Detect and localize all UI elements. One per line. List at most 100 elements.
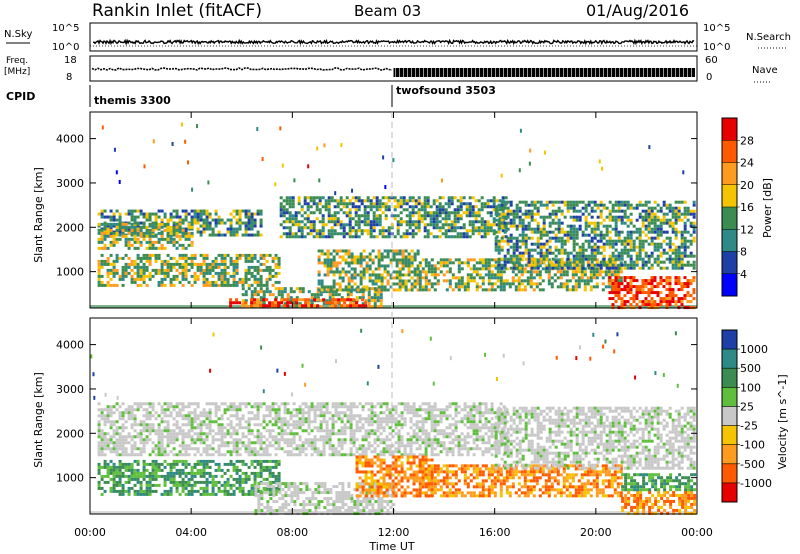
data-cell bbox=[199, 438, 203, 442]
data-cell bbox=[512, 209, 516, 213]
data-cell bbox=[656, 224, 660, 228]
data-cell bbox=[523, 285, 527, 289]
data-cell bbox=[133, 429, 137, 433]
data-cell bbox=[689, 221, 693, 225]
data-cell bbox=[647, 242, 651, 246]
data-cell bbox=[375, 208, 379, 212]
data-cell bbox=[590, 221, 594, 225]
data-cell bbox=[151, 234, 155, 238]
data-cell bbox=[689, 282, 693, 286]
data-cell bbox=[659, 251, 663, 255]
data-cell bbox=[665, 236, 669, 240]
data-cell bbox=[392, 255, 396, 259]
data-cell bbox=[172, 423, 176, 427]
data-cell bbox=[605, 263, 609, 267]
data-cell bbox=[298, 411, 302, 415]
data-cell bbox=[309, 223, 313, 227]
data-cell bbox=[345, 232, 349, 236]
data-cell bbox=[112, 435, 116, 439]
data-cell bbox=[384, 217, 388, 221]
data-cell bbox=[340, 453, 344, 457]
data-cell bbox=[677, 200, 681, 204]
data-cell bbox=[647, 230, 651, 234]
data-cell bbox=[208, 402, 212, 406]
data-cell bbox=[169, 256, 173, 260]
data-cell bbox=[405, 214, 409, 218]
data-cell bbox=[211, 259, 215, 263]
data-cell bbox=[181, 283, 185, 287]
colorbar-segment bbox=[722, 184, 737, 208]
data-cell bbox=[142, 225, 146, 229]
data-cell bbox=[590, 236, 594, 240]
data-cell bbox=[229, 453, 233, 457]
data-cell bbox=[121, 402, 125, 406]
data-cell bbox=[692, 279, 696, 283]
data-cell bbox=[268, 405, 272, 409]
data-cell bbox=[647, 218, 651, 222]
data-cell bbox=[421, 270, 425, 274]
data-cell bbox=[401, 267, 405, 271]
data-cell bbox=[151, 405, 155, 409]
data-cell bbox=[279, 223, 283, 227]
data-cell bbox=[569, 200, 573, 204]
colorbar-tick-label: 16 bbox=[740, 201, 754, 214]
data-cell bbox=[310, 441, 314, 445]
data-cell bbox=[551, 251, 555, 255]
data-cell bbox=[121, 231, 125, 235]
data-cell bbox=[554, 209, 558, 213]
data-cell bbox=[313, 441, 317, 445]
data-cell bbox=[501, 229, 505, 233]
data-cell bbox=[363, 208, 367, 212]
data-cell bbox=[352, 302, 356, 306]
data-cell bbox=[318, 199, 322, 203]
data-cell bbox=[323, 143, 326, 148]
data-cell bbox=[241, 233, 245, 237]
data-cell bbox=[130, 435, 134, 439]
data-cell bbox=[692, 212, 696, 216]
data-cell bbox=[617, 257, 621, 261]
data-cell bbox=[208, 432, 212, 436]
data-cell bbox=[112, 265, 116, 269]
data-cell bbox=[298, 417, 302, 421]
data-cell bbox=[244, 426, 248, 430]
data-cell bbox=[205, 447, 209, 451]
data-cell bbox=[169, 240, 173, 244]
data-cell bbox=[367, 429, 371, 433]
data-cell bbox=[322, 429, 326, 433]
data-cell bbox=[486, 211, 490, 215]
data-cell bbox=[244, 444, 248, 448]
data-cell bbox=[414, 223, 418, 227]
data-cell bbox=[686, 212, 690, 216]
data-cell bbox=[653, 276, 657, 280]
data-cell bbox=[596, 206, 600, 210]
data-cell bbox=[565, 288, 569, 292]
data-cell bbox=[629, 218, 633, 222]
data-cell bbox=[453, 235, 457, 239]
data-cell bbox=[638, 200, 642, 204]
data-cell bbox=[358, 426, 362, 430]
data-cell bbox=[118, 277, 122, 281]
data-cell bbox=[598, 270, 602, 274]
data-cell bbox=[370, 287, 374, 291]
data-cell bbox=[620, 242, 624, 246]
data-cell bbox=[562, 285, 566, 289]
data-cell bbox=[420, 214, 424, 218]
data-cell bbox=[304, 301, 308, 305]
data-cell bbox=[244, 301, 248, 305]
data-cell bbox=[322, 287, 326, 291]
data-cell bbox=[241, 304, 245, 308]
data-cell bbox=[680, 257, 684, 261]
data-cell bbox=[356, 285, 360, 289]
data-cell bbox=[271, 405, 275, 409]
data-cell bbox=[121, 268, 125, 272]
data-cell bbox=[671, 242, 675, 246]
data-cell bbox=[211, 265, 215, 269]
data-cell bbox=[563, 242, 567, 246]
data-cell bbox=[316, 402, 320, 406]
data-cell bbox=[641, 239, 645, 243]
data-cell bbox=[226, 405, 230, 409]
data-cell bbox=[575, 227, 579, 231]
data-cell bbox=[566, 263, 570, 267]
data-cell bbox=[376, 299, 380, 303]
data-cell bbox=[617, 239, 621, 243]
